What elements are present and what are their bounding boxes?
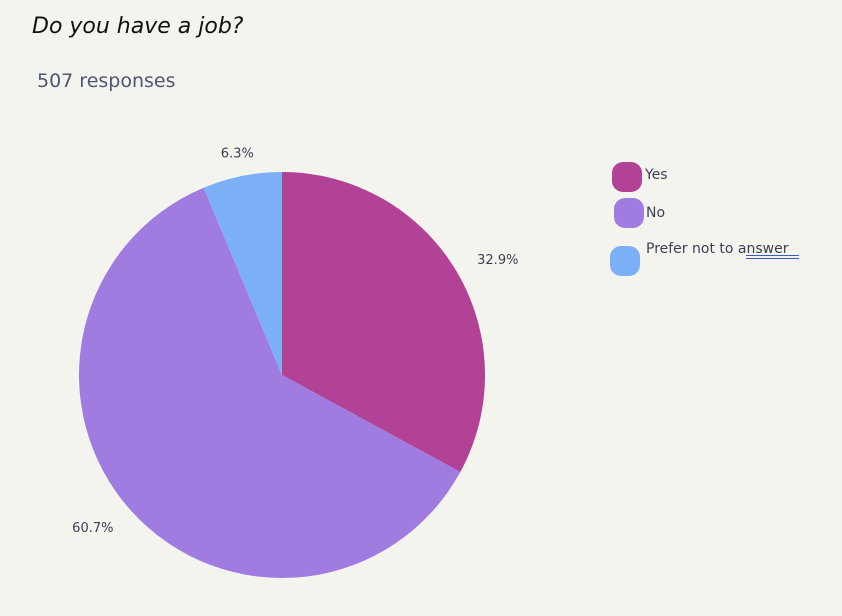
pie-label-yes: 32.9%: [477, 253, 518, 268]
legend-label-yes: Yes: [645, 167, 668, 183]
response-count: 507 responses: [37, 70, 176, 92]
pie-label-no: 60.7%: [72, 521, 113, 536]
pie-slice-yes[interactable]: [282, 172, 485, 473]
pie-label-prefer-not-to-answer: 6.3%: [221, 146, 254, 161]
legend-swatch-yes: [612, 162, 642, 192]
legend-underline: [746, 255, 799, 259]
legend-label-no: No: [646, 205, 666, 221]
legend-swatch-no: [614, 198, 644, 228]
pie-slice-prefer-not-to-answer[interactable]: [203, 172, 282, 375]
chart-title: Do you have a job?: [32, 14, 244, 39]
legend-label-prefer-not-to-answer: Prefer not to answer: [646, 241, 789, 257]
pie-slice-no[interactable]: [78, 187, 461, 578]
legend-swatch-prefer-not-to-answer: [610, 246, 640, 276]
